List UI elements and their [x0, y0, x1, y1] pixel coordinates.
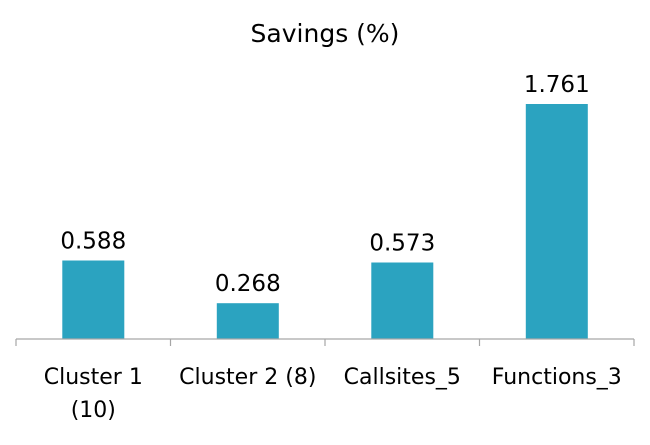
x-axis	[15, 338, 635, 346]
data-label-3: 0.573	[369, 231, 435, 257]
data-label-4: 1.761	[524, 72, 590, 98]
x-tick-label-2: Cluster 2 (8)	[179, 365, 316, 390]
bar-2	[216, 303, 279, 339]
chart-title: Savings (%)	[251, 19, 400, 48]
x-tick-labels: Cluster 1 (10) Cluster 2 (8) Callsites_5 Fun…	[44, 365, 622, 423]
x-tick-label-line: Cluster 2 (8)	[179, 365, 316, 390]
bar-4	[525, 104, 588, 339]
bar-3	[371, 262, 434, 339]
data-labels-layer: 0.588 0.268 0.573 1.761	[60, 72, 589, 297]
x-tick-label-line: (10)	[71, 398, 116, 423]
x-tick-label-line: Callsites_5	[344, 365, 461, 390]
x-tick-label-line: Functions_3	[492, 365, 622, 390]
x-tick-label-1: Cluster 1 (10)	[44, 365, 143, 423]
data-label-2: 0.268	[215, 271, 281, 297]
x-tick-label-3: Callsites_5	[344, 365, 461, 390]
x-tick-label-4: Functions_3	[492, 365, 622, 390]
bar-1	[62, 260, 125, 339]
bars-layer	[62, 104, 588, 339]
x-tick-label-line: Cluster 1	[44, 365, 143, 390]
data-label-1: 0.588	[60, 229, 126, 255]
